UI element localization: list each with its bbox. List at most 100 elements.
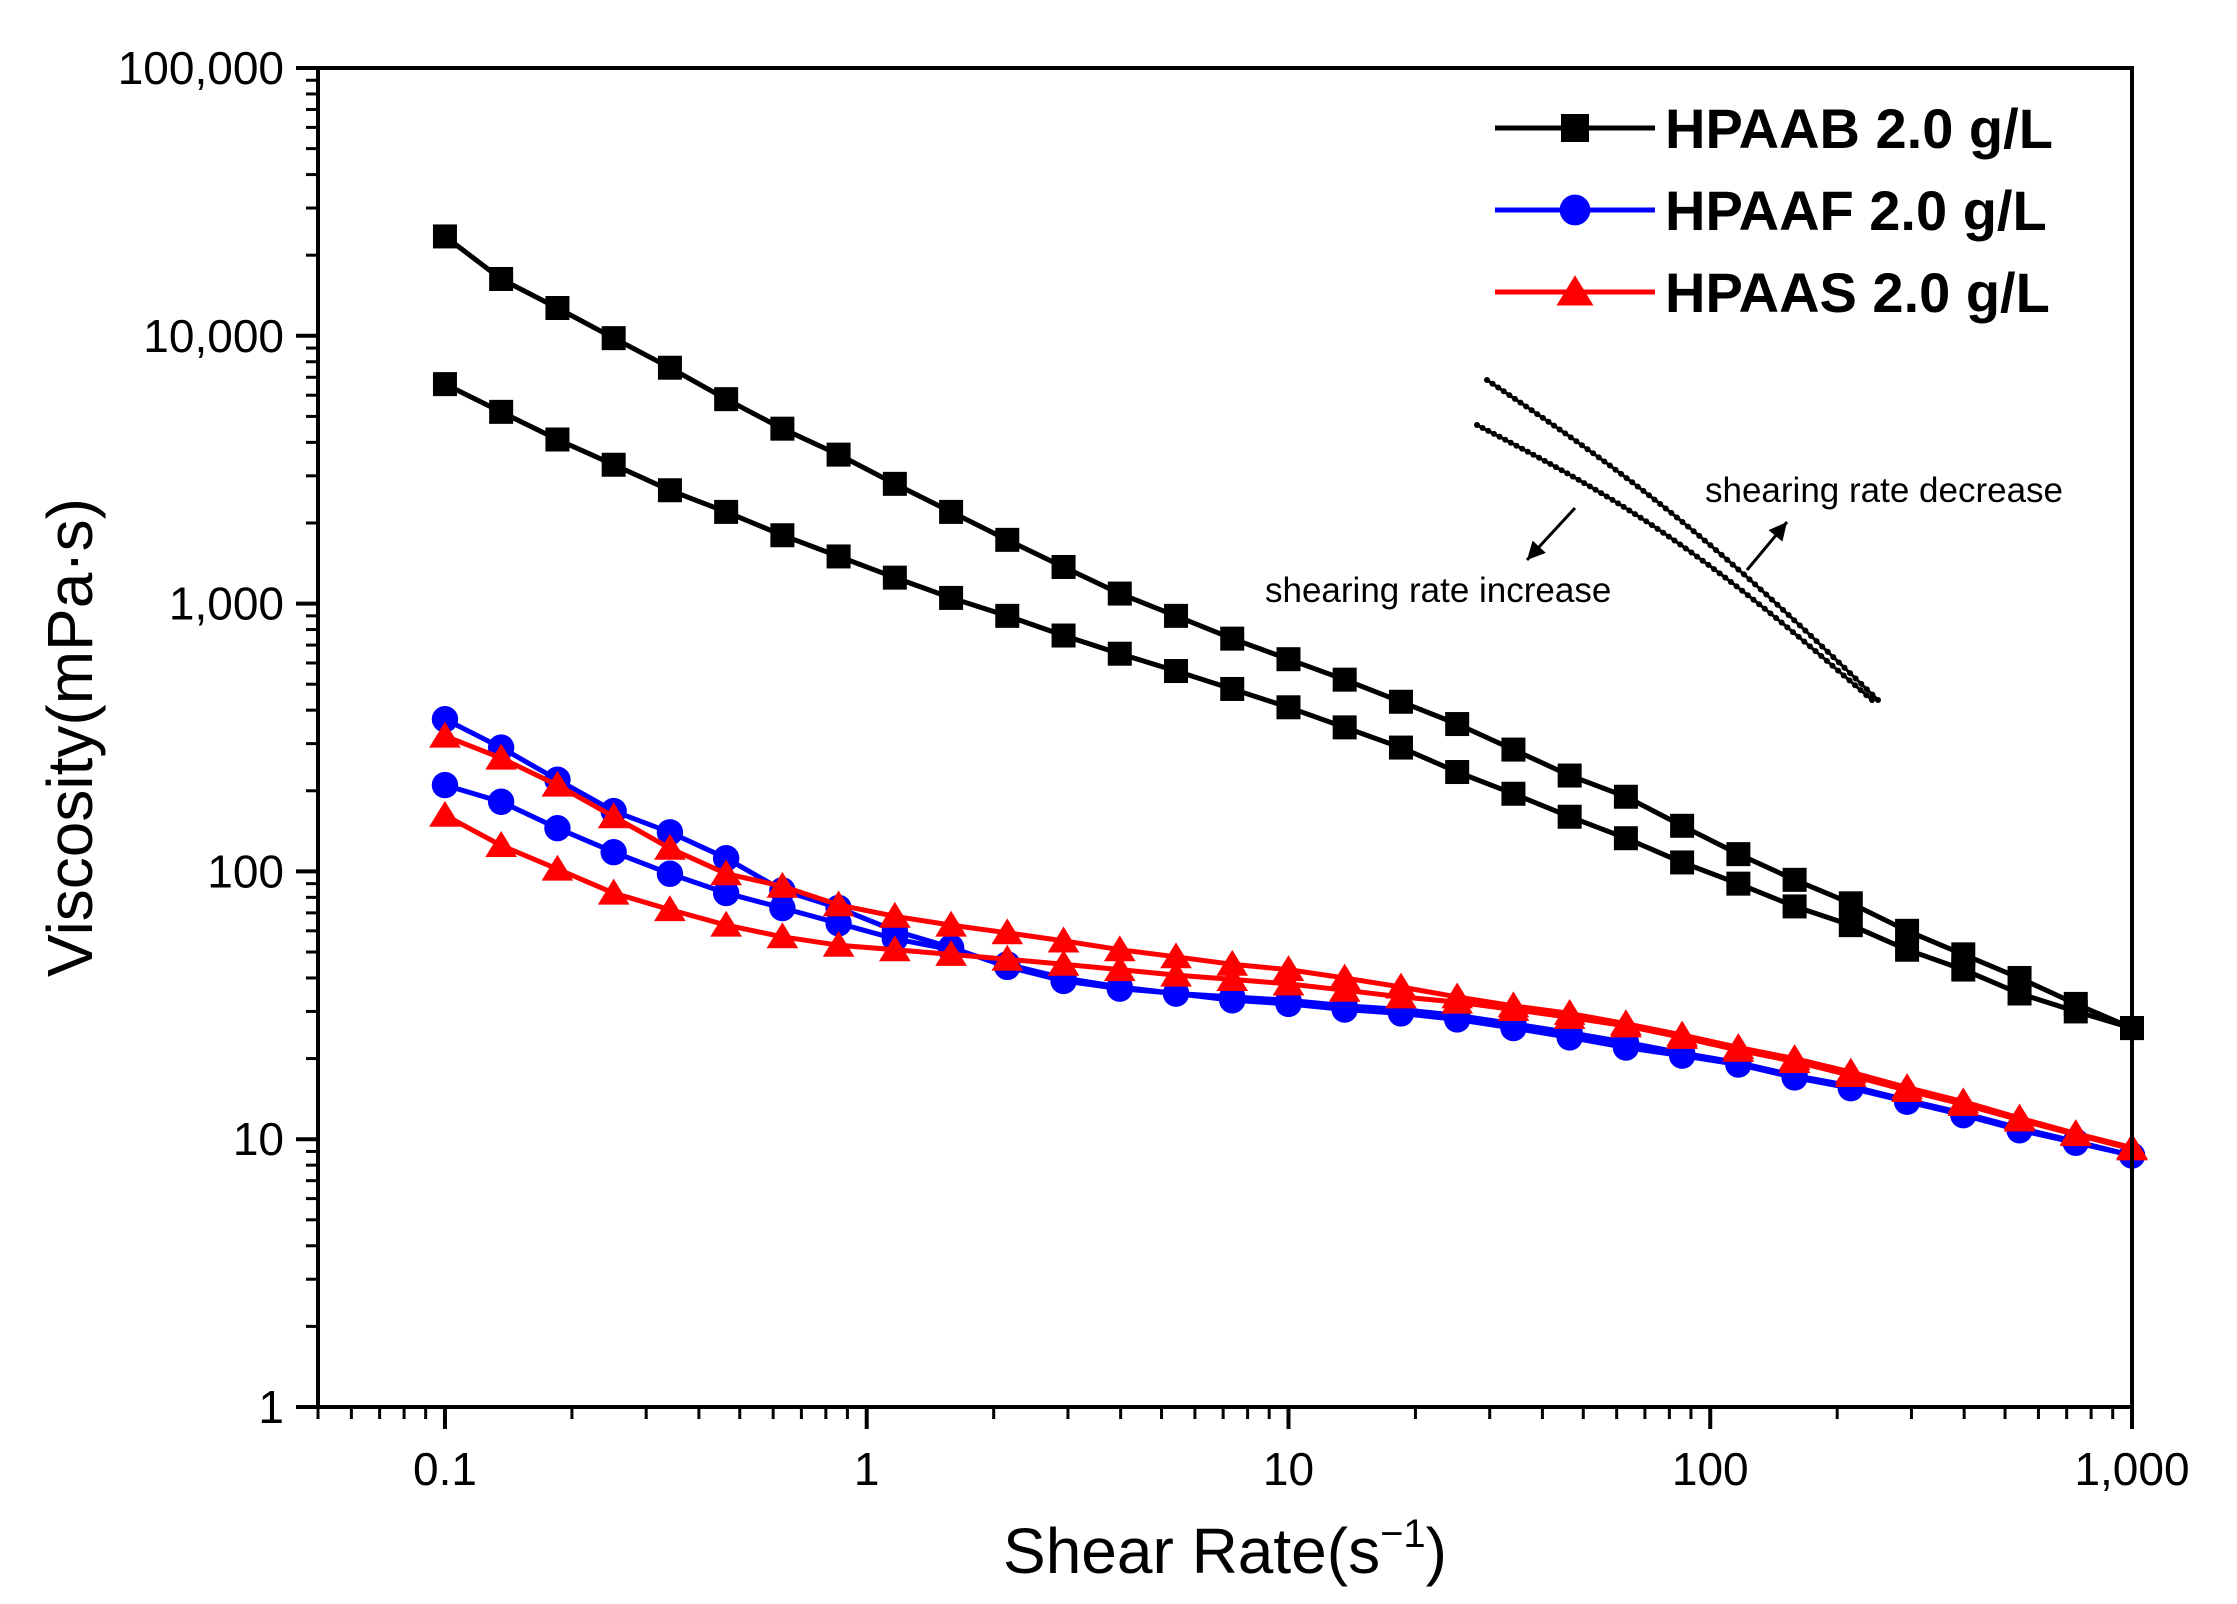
- inset-point: [1528, 407, 1535, 414]
- data-point: [1047, 926, 1080, 953]
- data-point: [1107, 581, 1132, 606]
- inset-point: [1556, 426, 1563, 433]
- inset-point: [1586, 483, 1593, 490]
- data-point: [2007, 965, 2032, 990]
- inset-point: [1840, 672, 1847, 679]
- data-point: [826, 544, 851, 569]
- inset-point: [1869, 691, 1876, 698]
- data-point: [1272, 955, 1305, 982]
- inset-point: [1746, 576, 1753, 583]
- data-point: [657, 478, 682, 503]
- data-point: [541, 770, 574, 797]
- x-axis-title-superscript: −1: [1380, 1512, 1426, 1556]
- inset-point: [1519, 445, 1526, 452]
- data-point: [1162, 980, 1190, 1007]
- inset-point: [1495, 384, 1502, 391]
- inset-point: [1711, 566, 1717, 573]
- inset-point: [1716, 570, 1723, 577]
- y-tick-label: 10: [233, 1113, 284, 1165]
- inset-point: [1812, 648, 1819, 655]
- inset-point: [1671, 537, 1678, 544]
- legend-item: HPAAS 2.0 g/L: [1495, 261, 2050, 324]
- data-point: [1557, 763, 1582, 788]
- data-point: [1385, 982, 1417, 1009]
- data-point: [882, 565, 907, 590]
- data-point: [2059, 1120, 2092, 1147]
- data-point: [991, 944, 1024, 971]
- data-point: [766, 871, 799, 898]
- inset-point: [1645, 492, 1652, 499]
- inset-point: [1707, 542, 1714, 549]
- inset-point: [1830, 654, 1837, 661]
- data-point: [597, 802, 630, 829]
- data-point: [1220, 626, 1245, 651]
- inset-point: [1744, 592, 1751, 599]
- inset-point: [1685, 523, 1692, 530]
- arrow-head: [1768, 522, 1787, 542]
- data-point: [1388, 735, 1413, 760]
- data-point: [1726, 871, 1751, 896]
- data-point: [939, 499, 964, 524]
- data-point: [1220, 676, 1245, 701]
- data-point: [826, 442, 851, 467]
- data-point: [1838, 891, 1863, 916]
- inset-point: [1485, 427, 1492, 434]
- data-point: [1107, 641, 1132, 666]
- inset-point: [1846, 677, 1853, 684]
- series-layer: [429, 224, 2148, 1169]
- inset-point: [1824, 648, 1831, 655]
- data-point: [1670, 850, 1695, 875]
- series-line: [444, 733, 2133, 1151]
- inset-point: [1735, 566, 1742, 573]
- inset-point: [1829, 662, 1836, 669]
- inset-point: [1479, 424, 1486, 431]
- data-point: [1328, 975, 1361, 1002]
- y-axis-title: Viscosity(mPa·s): [34, 498, 106, 977]
- inset-point: [1784, 624, 1791, 631]
- inset-point: [1500, 388, 1507, 395]
- inset-point: [1640, 487, 1647, 494]
- data-point: [995, 603, 1020, 628]
- inset-point: [1756, 601, 1763, 608]
- legend-marker: [1556, 275, 1594, 306]
- data-point: [1500, 1014, 1527, 1042]
- annotation-increase-label: shearing rate increase: [1265, 571, 1611, 610]
- data-point: [1047, 949, 1080, 976]
- inset-point: [1592, 486, 1599, 493]
- inset-point: [1502, 436, 1509, 443]
- data-point: [822, 890, 855, 917]
- inset-point: [1791, 617, 1798, 624]
- inset-point: [1705, 561, 1712, 568]
- x-tick-label: 0.1: [413, 1443, 477, 1495]
- inset-point: [1727, 578, 1734, 585]
- data-point: [1726, 842, 1751, 867]
- data-point: [1103, 935, 1136, 962]
- inset-point: [1713, 547, 1720, 554]
- data-point: [1895, 918, 1920, 943]
- data-point: [431, 771, 459, 799]
- data-point: [766, 922, 799, 949]
- data-point: [1051, 554, 1076, 579]
- data-point: [1668, 1042, 1696, 1069]
- inset-point: [1690, 528, 1697, 535]
- data-point: [939, 585, 964, 610]
- inset-point: [1673, 514, 1680, 521]
- inset-point: [1724, 556, 1731, 563]
- inset-point: [1858, 680, 1865, 687]
- inset-point: [1813, 638, 1820, 645]
- inset-point: [1612, 466, 1619, 473]
- data-point: [995, 527, 1020, 552]
- data-point: [1275, 990, 1302, 1018]
- inset-point: [1632, 511, 1638, 518]
- x-tick-label: 100: [1672, 1443, 1749, 1495]
- inset-point: [1606, 462, 1613, 469]
- inset-point: [1773, 615, 1780, 622]
- inset-point: [1679, 519, 1686, 525]
- inset-point: [1796, 622, 1803, 629]
- legend-marker: [1559, 194, 1591, 226]
- data-point: [1272, 969, 1305, 996]
- legend-marker: [1561, 114, 1589, 142]
- data-point: [882, 471, 907, 496]
- inset-point: [1511, 395, 1518, 402]
